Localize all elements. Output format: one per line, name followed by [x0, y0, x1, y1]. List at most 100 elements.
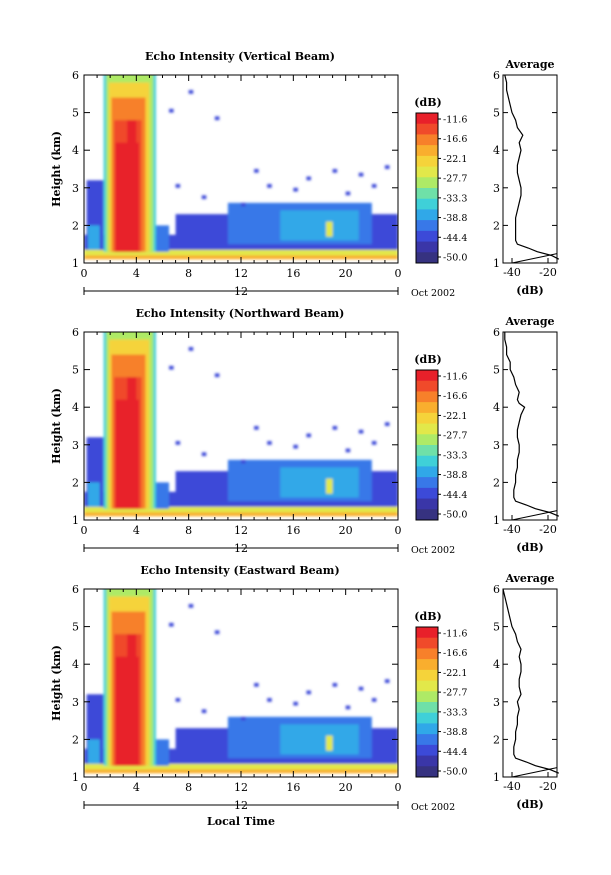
echo-column	[115, 142, 139, 252]
colorbar-swatch	[416, 498, 438, 510]
average-profile-panel: 1 2 3 4 5 6 -40 -20	[493, 326, 560, 536]
echo-speckle	[214, 116, 220, 121]
average-y-tick-label: 4	[493, 401, 500, 414]
average-x-tick-label: -40	[503, 523, 521, 536]
average-y-tick-label: 3	[493, 696, 500, 709]
colorbar-swatch	[416, 380, 438, 392]
colorbar-swatch	[416, 466, 438, 478]
echo-speckle	[293, 444, 298, 449]
average-x-tick-label: -20	[539, 780, 557, 793]
echo-stripe	[84, 763, 398, 770]
colorbar: -11.6 -16.6 -22.1 -27.7 -33.3 -38.8 -44.4 -50.0	[415, 112, 467, 264]
colorbar-unit: (dB)	[414, 353, 441, 366]
echo-cell	[155, 225, 170, 252]
colorbar-swatch	[416, 627, 438, 639]
echo-column-core	[127, 377, 137, 426]
colorbar-tick-label: -38.8	[443, 470, 467, 481]
date-axis: 12 Oct 2002	[83, 285, 455, 299]
average-profile-line	[504, 74, 560, 260]
colorbar-swatch	[416, 669, 438, 682]
echo-speckle	[214, 373, 220, 378]
echo-speckle	[175, 184, 181, 188]
y-tick-label: 5	[72, 621, 79, 634]
y-tick-label: 2	[72, 476, 79, 489]
date-day-label: 12	[234, 542, 248, 555]
colorbar-tick-label: -33.3	[443, 707, 467, 718]
average-profile-panel: 1 2 3 4 5 6 -40 -20	[493, 69, 560, 279]
echo-spot	[326, 221, 333, 237]
echo-speckle	[267, 184, 272, 188]
average-base-trace	[511, 253, 558, 264]
average-y-tick-label: 4	[493, 658, 500, 671]
colorbar-tick-label: -33.3	[443, 450, 467, 461]
echo-speckle	[188, 347, 194, 351]
y-tick-label: 1	[72, 257, 79, 270]
colorbar-swatch	[416, 198, 438, 210]
average-y-tick-label: 3	[493, 439, 500, 452]
echo-speckle	[214, 630, 220, 635]
y-tick-label: 5	[72, 364, 79, 377]
echo-speckle	[188, 90, 194, 94]
colorbar-swatch	[416, 702, 438, 714]
y-tick-label: 4	[72, 658, 79, 671]
y-tick-label: 6	[72, 583, 79, 596]
colorbar-tick-label: -22.1	[443, 668, 467, 679]
panel-eastward-beam: Echo Intensity (Eastward Beam) 0 4 8 12 16 20…	[50, 564, 560, 828]
echo-cell	[87, 482, 100, 507]
colorbar-swatch	[416, 445, 438, 457]
colorbar-swatch	[416, 648, 438, 660]
x-tick-label: 20	[339, 781, 353, 794]
colorbar-unit: (dB)	[414, 96, 441, 109]
x-tick-label: 20	[339, 267, 353, 280]
colorbar-swatch	[416, 477, 438, 489]
average-y-tick-label: 1	[493, 514, 500, 527]
average-y-tick-label: 5	[493, 621, 500, 634]
average-x-tick-label: -20	[539, 266, 557, 279]
x-tick-label: 0	[395, 267, 402, 280]
echo-speckle	[267, 441, 272, 445]
echo-speckle	[201, 195, 207, 200]
colorbar-tick-label: -11.6	[443, 372, 467, 383]
y-tick-label: 4	[72, 144, 79, 157]
colorbar-swatch	[416, 370, 438, 382]
colorbar-swatch	[416, 134, 438, 146]
colorbar-frame	[415, 626, 439, 778]
heatmap-echo-field	[84, 332, 398, 517]
average-y-tick-label: 2	[493, 476, 500, 489]
colorbar-tick-label: -22.1	[443, 411, 467, 422]
colorbar-swatch	[416, 766, 438, 778]
colorbar-tick-label: -22.1	[443, 154, 467, 165]
date-month-label: Oct 2002	[411, 288, 455, 299]
colorbar-swatch	[416, 412, 438, 425]
echo-speckle	[371, 698, 377, 702]
average-y-tick-label: 6	[493, 326, 500, 339]
x-tick-label: 0	[395, 781, 402, 794]
colorbar-tick-label: -16.6	[443, 134, 467, 145]
echo-column	[115, 399, 139, 509]
colorbar-tick-label: -38.8	[443, 213, 467, 224]
echo-band-afternoon	[280, 467, 359, 498]
x-tick-label: 12	[234, 781, 248, 794]
colorbar-swatch	[416, 755, 438, 767]
x-axis-label: Local Time	[207, 815, 275, 828]
colorbar-tick-label: -27.7	[443, 431, 467, 442]
colorbar-swatch	[416, 145, 438, 157]
echo-speckle	[384, 165, 390, 169]
average-y-tick-label: 6	[493, 69, 500, 82]
colorbar-swatch	[416, 113, 438, 125]
colorbar-swatch	[416, 744, 438, 757]
x-tick-label: 16	[286, 781, 300, 794]
date-day-label: 12	[234, 285, 248, 298]
panel-vertical-beam: Echo Intensity (Vertical Beam) 0 4 8 12 16 20…	[50, 50, 560, 299]
colorbar-swatch	[416, 691, 438, 703]
colorbar-swatch	[416, 734, 438, 746]
colorbar-tick-label: -33.3	[443, 193, 467, 204]
x-tick-label: 0	[81, 267, 88, 280]
average-title: Average	[504, 315, 554, 328]
average-title: Average	[504, 572, 554, 585]
y-axis-label: Height (km)	[50, 388, 63, 464]
average-frame	[502, 74, 558, 264]
y-tick-label: 1	[72, 771, 79, 784]
